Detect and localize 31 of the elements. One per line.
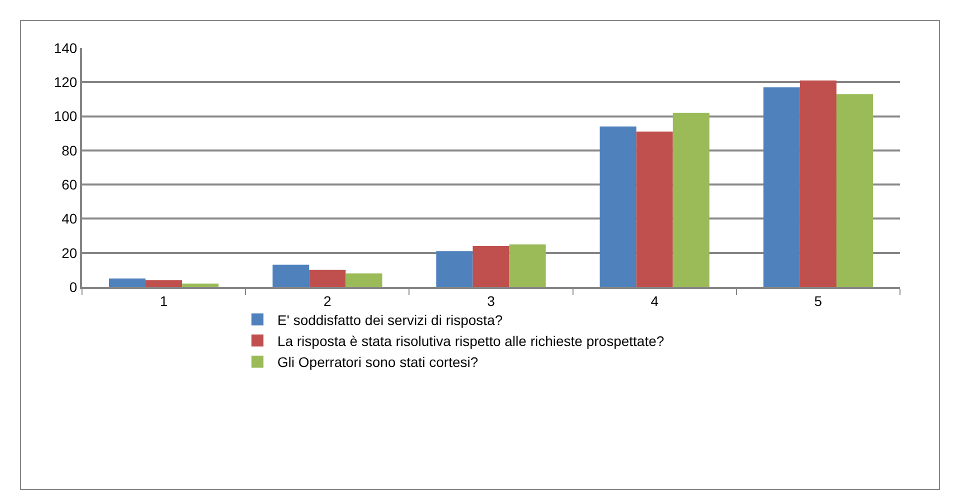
y-tick-label: 100	[54, 108, 78, 124]
bar	[346, 273, 382, 287]
bar	[182, 284, 219, 287]
bar	[672, 112, 710, 287]
y-tick-label: 60	[62, 176, 78, 192]
x-tick-label: 5	[814, 292, 822, 309]
bar	[272, 264, 310, 287]
y-tick-label: 0	[69, 278, 78, 295]
bar	[509, 244, 546, 287]
x-tick-label: 2	[324, 292, 332, 309]
bar	[800, 80, 836, 287]
bar	[108, 278, 146, 287]
bar	[146, 280, 182, 287]
bar	[472, 246, 510, 287]
bar	[836, 94, 874, 287]
x-tick-label: 3	[487, 292, 496, 309]
legend-label: E' soddisfatto dei servizi di risposta?	[277, 312, 503, 328]
y-tick-label: 140	[54, 40, 78, 56]
bar	[763, 87, 800, 287]
bar	[436, 251, 473, 287]
y-tick-label: 80	[62, 142, 78, 158]
legend-label: Gli Operratori sono stati cortesi?	[277, 354, 478, 370]
x-tick-label: 1	[160, 292, 168, 309]
legend-label: La risposta è stata risolutiva rispetto alle richieste prospettate?	[277, 332, 664, 349]
y-tick-label: 20	[62, 244, 78, 261]
bar	[600, 126, 636, 287]
bar	[309, 270, 346, 287]
y-tick-label: 120	[54, 74, 78, 90]
y-tick-label: 40	[62, 210, 78, 227]
bar	[636, 132, 673, 287]
x-tick-label: 4	[650, 292, 659, 309]
